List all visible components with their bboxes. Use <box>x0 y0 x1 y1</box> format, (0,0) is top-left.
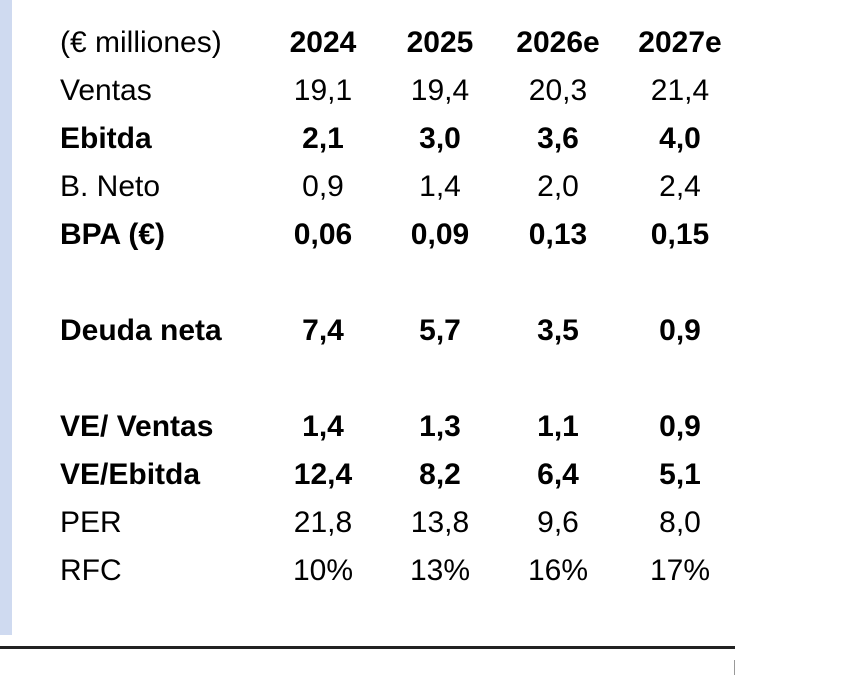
cell-value: 16% <box>527 554 589 587</box>
cell-value: 3,6 <box>537 122 579 155</box>
row-label: BPA (€) <box>60 218 165 251</box>
row-label: VE/ Ventas <box>60 410 214 443</box>
row-label: RFC <box>60 554 122 587</box>
cell-value: 5,1 <box>659 458 701 491</box>
cell-value: 13% <box>409 554 471 587</box>
cell-value: 2,1 <box>302 122 344 155</box>
cell-value: 0,06 <box>293 218 353 251</box>
cell-value: 7,4 <box>302 314 344 347</box>
cell-value: 0,9 <box>302 170 344 203</box>
cell-value: 19,4 <box>410 74 470 107</box>
side-bar <box>0 0 12 635</box>
cell-value: 5,7 <box>419 314 461 347</box>
cell-value: 1,4 <box>419 170 461 203</box>
row-label: Ebitda <box>60 122 152 155</box>
cell-value: 1,4 <box>302 410 344 443</box>
row-label: Deuda neta <box>60 314 222 347</box>
cell-value: 0,15 <box>650 218 710 251</box>
cell-value: 17% <box>649 554 711 587</box>
row-label: VE/Ebitda <box>60 458 201 491</box>
cell-value: 1,3 <box>419 410 461 443</box>
cell-value: 8,2 <box>419 458 461 491</box>
cell-value: 2,4 <box>659 170 701 203</box>
cell-value: 0,13 <box>528 218 588 251</box>
cell-value: 2,0 <box>537 170 579 203</box>
row-label: PER <box>60 506 122 539</box>
cell-value: 10% <box>292 554 354 587</box>
cell-value: 8,0 <box>659 506 701 539</box>
separator <box>0 646 735 649</box>
cell-value: 9,6 <box>537 506 579 539</box>
cell-value: 1,1 <box>537 410 579 443</box>
cell-value: 4,0 <box>659 122 701 155</box>
header-year: 2027e <box>638 26 722 59</box>
cell-value: 0,09 <box>410 218 470 251</box>
cell-value: 0,9 <box>659 314 701 347</box>
header-year: 2025 <box>406 26 474 59</box>
cell-value: 21,4 <box>650 74 710 107</box>
cell-value: 0,9 <box>659 410 701 443</box>
header-year: 2024 <box>289 26 357 59</box>
cell-value: 3,5 <box>537 314 579 347</box>
cell-value: 19,1 <box>293 74 353 107</box>
row-label: Ventas <box>60 74 152 107</box>
header-year: 2026e <box>516 26 600 59</box>
cell-value: 13,8 <box>410 506 470 539</box>
cell-value: 20,3 <box>528 74 588 107</box>
cell-value: 3,0 <box>419 122 461 155</box>
header-label: (€ milliones) <box>60 26 222 59</box>
cell-value: 21,8 <box>293 506 353 539</box>
border-mark <box>734 660 735 675</box>
cell-value: 12,4 <box>293 458 353 491</box>
row-label: B. Neto <box>60 170 161 203</box>
cell-value: 6,4 <box>537 458 579 491</box>
